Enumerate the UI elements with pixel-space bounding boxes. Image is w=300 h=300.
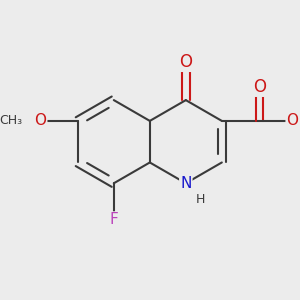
Text: H: H: [196, 194, 206, 206]
Text: N: N: [180, 176, 191, 191]
Text: O: O: [253, 78, 266, 96]
Text: O: O: [34, 113, 46, 128]
Text: O: O: [179, 53, 192, 71]
Text: CH₃: CH₃: [0, 114, 22, 128]
Text: O: O: [286, 113, 298, 128]
Text: F: F: [110, 212, 118, 227]
